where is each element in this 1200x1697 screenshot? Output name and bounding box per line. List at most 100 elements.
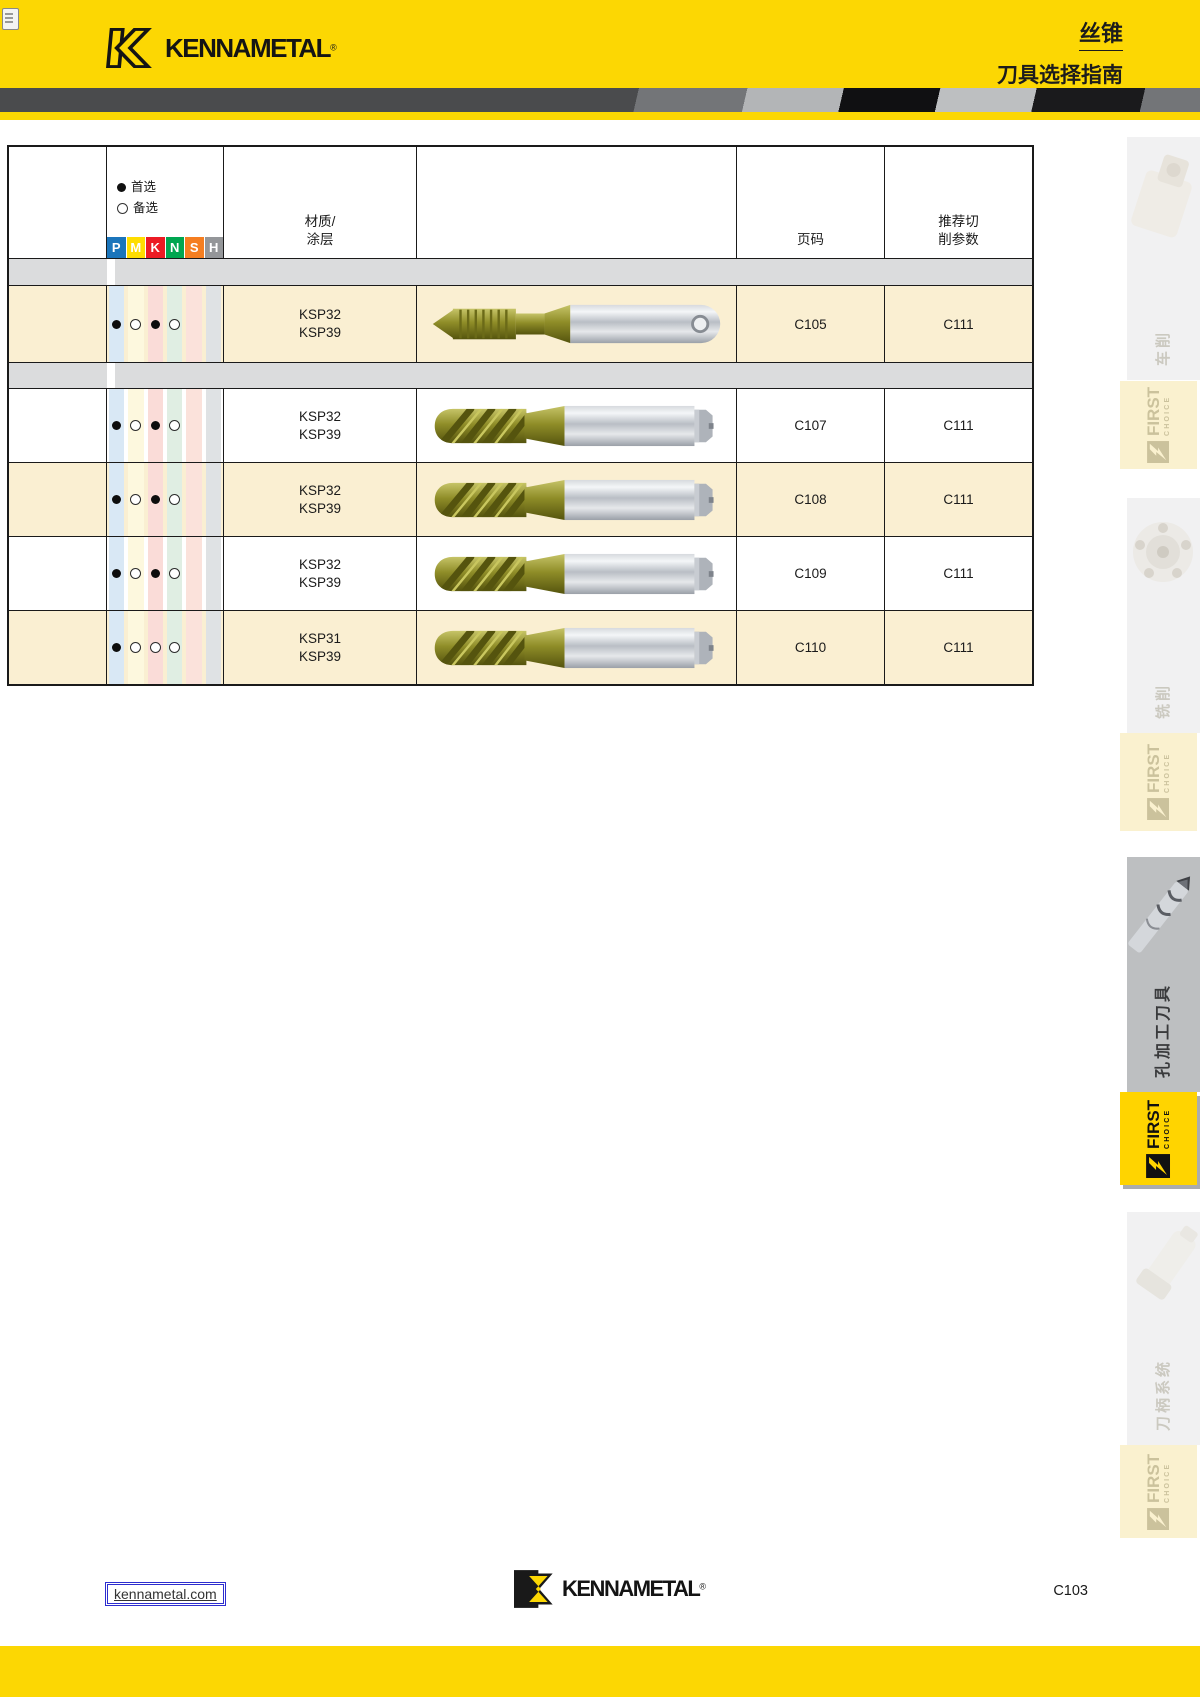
product-image-spiral-flute-tap	[417, 537, 737, 610]
sidebar-label: 刀柄系统	[1154, 1358, 1172, 1431]
material-cell: KSP32 KSP39	[224, 389, 417, 462]
legend: 首选 备选	[107, 147, 223, 237]
header-cell-iso-classes: 首选 备选 P M K N S H	[107, 147, 224, 258]
indicator-dot-M	[130, 568, 142, 579]
product-image-spiral-flute-tap	[417, 611, 737, 684]
filled-dot-icon	[117, 183, 126, 193]
material-cell: KSP31 KSP39	[224, 611, 417, 684]
tap-selection-table: 首选 备选 P M K N S H 材质/	[7, 145, 1034, 686]
first-choice-badge: FIRST CHOICE	[1120, 1092, 1197, 1185]
params-ref-cell: C111	[943, 640, 974, 655]
header-cell-material: 材质/ 涂层	[224, 147, 417, 258]
params-ref-cell: C111	[943, 418, 974, 433]
indicator-dot-P	[112, 643, 122, 652]
indicator-dot-K	[150, 569, 160, 578]
first-choice-badge: FIRST CHOICE	[1120, 381, 1197, 469]
product-image-spiral-point-tap	[417, 286, 737, 362]
first-choice-badge: FIRST CHOICE	[1120, 733, 1197, 831]
table-row: KSP32 KSP39 C109 C111	[9, 537, 1032, 611]
indicator-dot-P	[112, 319, 122, 329]
milling-cutter-icon	[1133, 522, 1193, 582]
material-cell: KSP32 KSP39	[224, 286, 417, 362]
first-choice-badge: FIRST CHOICE	[1120, 1445, 1197, 1538]
first-choice-arrow-icon	[1147, 1507, 1170, 1530]
page-title: 丝锥	[1078, 16, 1123, 51]
drill-icon	[1128, 876, 1191, 953]
iso-class-S: S	[185, 237, 204, 258]
iso-class-H: H	[204, 237, 223, 258]
indicator-dot-N	[169, 318, 181, 330]
product-image-spiral-flute-tap	[417, 389, 737, 462]
material-cell: KSP32 KSP39	[224, 463, 417, 536]
kennametal-k-icon	[106, 28, 152, 68]
registered-mark: ®	[699, 1581, 706, 1592]
table-row: KSP32 KSP39 C108 C111	[9, 463, 1032, 537]
indicator-dot-K	[150, 495, 160, 504]
header-cell-empty	[9, 147, 107, 258]
bottom-bar	[0, 1646, 1200, 1697]
indicator-dot-N	[169, 642, 181, 653]
iso-class-P: P	[107, 237, 126, 258]
material-cell: KSP32 KSP39	[224, 537, 417, 610]
section-band	[9, 259, 1032, 286]
registered-mark: ®	[330, 42, 337, 53]
indicator-dot-N	[169, 568, 181, 579]
indicator-dot-M	[130, 494, 142, 505]
page-ref-cell: C110	[737, 611, 885, 684]
page-ref-cell: C109	[737, 537, 885, 610]
open-dot-icon	[117, 203, 128, 215]
sidebar-tab-holemaking: 孔加工刀具	[1127, 857, 1200, 1092]
page-ref-cell: C108	[737, 463, 885, 536]
table-header-row: 首选 备选 P M K N S H 材质/	[9, 147, 1032, 259]
indicator-dot-N	[169, 494, 181, 505]
indicator-dot-M	[130, 318, 142, 330]
params-ref-cell: C111	[943, 566, 974, 581]
page-subtitle: 刀具选择指南	[997, 64, 1123, 87]
page-ref-cell: C105	[737, 286, 885, 362]
first-choice-arrow-icon	[1147, 798, 1170, 821]
footer-brand-logo: KENNAMETAL®	[514, 1570, 706, 1608]
legend-first-choice: 首选	[117, 177, 223, 198]
sidebar-tab-turning: 车削	[1127, 137, 1200, 380]
website-link[interactable]: kennametal.com	[105, 1582, 226, 1606]
first-choice-arrow-icon	[1146, 1153, 1171, 1178]
header-brand-logo: KENNAMETAL®	[104, 28, 337, 68]
iso-class-N: N	[165, 237, 184, 258]
iso-class-K: K	[146, 237, 165, 258]
sidebar-tab-toolholding: 刀柄系统	[1127, 1212, 1200, 1445]
indicator-dot-N	[169, 420, 181, 431]
table-row: KSP32 KSP39 C107 C111	[9, 389, 1032, 463]
indicator-dot-M	[130, 642, 142, 653]
page-ref-cell: C107	[737, 389, 885, 462]
table-row: KSP31 KSP39 C110 C111	[9, 611, 1032, 684]
iso-class-row: P M K N S H	[107, 237, 223, 258]
brand-wordmark: KENNAMETAL	[562, 1576, 701, 1601]
indicator-dot-K	[149, 642, 161, 653]
sidebar-tab-milling: 铣削	[1127, 498, 1200, 733]
header-cell-params: 推荐切 削参数	[938, 213, 979, 247]
sidebar-label: 铣削	[1154, 682, 1172, 719]
sidebar-label: 车削	[1154, 329, 1172, 366]
indicator-dot-P	[112, 421, 122, 430]
annotation-note-icon[interactable]	[2, 8, 19, 30]
params-ref-cell: C111	[943, 316, 974, 332]
turning-tool-icon	[1131, 154, 1192, 238]
indicator-dot-K	[150, 319, 160, 329]
indicator-dot-M	[130, 420, 142, 431]
section-band	[9, 363, 1032, 389]
first-choice-arrow-icon	[1147, 441, 1170, 464]
iso-class-M: M	[126, 237, 145, 258]
sidebar-label: 孔加工刀具	[1154, 982, 1172, 1078]
kennametal-k-icon	[514, 1570, 553, 1608]
table-row: KSP32 KSP39 C105 C111	[9, 286, 1032, 363]
indicator-dot-K	[150, 421, 160, 430]
indicator-dot-P	[112, 495, 122, 504]
header-cell-image	[417, 147, 737, 258]
header-cell-page: 页码	[737, 147, 885, 258]
toolholder-icon	[1136, 1225, 1198, 1300]
legend-alternate: 备选	[117, 198, 223, 219]
divider-stripe	[0, 88, 1200, 112]
product-image-spiral-flute-tap	[417, 463, 737, 536]
params-ref-cell: C111	[943, 492, 974, 507]
